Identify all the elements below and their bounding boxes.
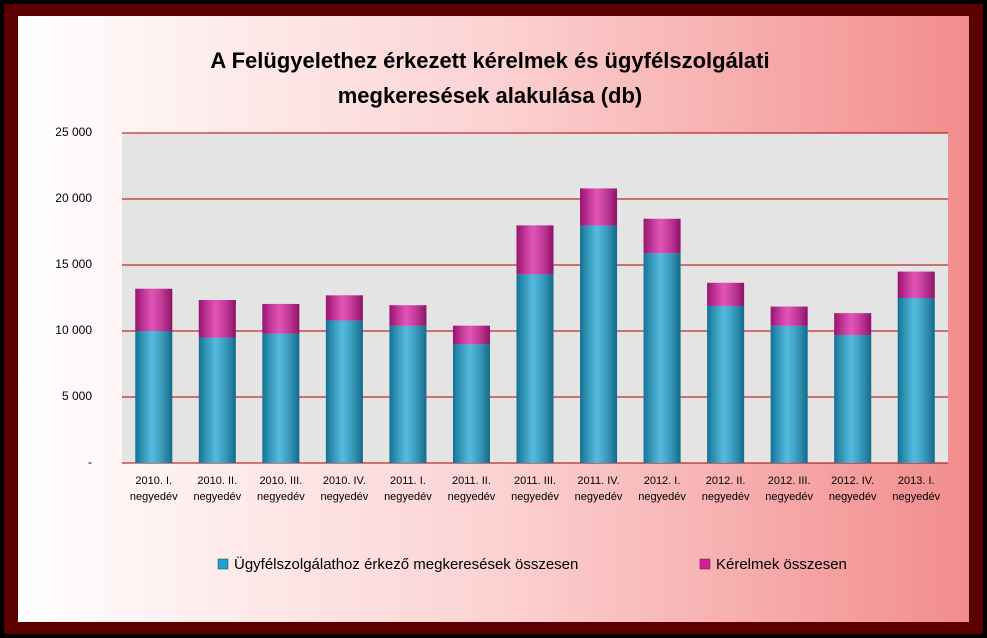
bar-shine	[707, 282, 745, 306]
x-tick-label: 2012. II. negyedév	[701, 475, 750, 503]
bar-shine	[834, 334, 872, 463]
legend-swatch	[217, 558, 229, 570]
x-tick-label: 2010. IV. negyedév	[320, 475, 369, 503]
bar-shine	[516, 274, 554, 463]
y-tick-label: 5 000	[62, 389, 92, 403]
bar-shine	[452, 344, 490, 463]
x-tick-label: 2010. I. negyedév	[129, 475, 178, 503]
y-tick-label: -	[88, 455, 92, 469]
bar-shine	[643, 253, 681, 463]
bar-shine	[389, 305, 427, 326]
bar-shine	[897, 271, 935, 298]
bar-shine	[516, 225, 554, 275]
x-tick-label: 2012. III. negyedév	[765, 475, 813, 503]
bar-shine	[262, 333, 300, 463]
bar-shine	[580, 188, 618, 226]
y-tick-label: 20 000	[55, 191, 92, 205]
legend-swatch	[699, 558, 711, 570]
bar-shine	[389, 325, 427, 463]
bar-shine	[452, 325, 490, 345]
x-tick-label: 2012. IV. negyedév	[828, 475, 877, 503]
x-tick-label: 2010. II. negyedév	[193, 475, 242, 503]
bar-shine	[325, 320, 363, 463]
chart-title: A Felügyelethez érkezett kérelmek és ügy…	[210, 48, 769, 108]
legend-label: Kérelmek összesen	[716, 556, 847, 573]
bar-shine	[770, 306, 808, 326]
x-tick-label: 2011. II. negyedév	[447, 475, 496, 503]
bar-shine	[135, 331, 173, 463]
legend-label: Ügyfélszolgálathoz érkező megkeresések ö…	[234, 555, 578, 573]
bar-shine	[198, 337, 236, 463]
bar-shine	[770, 325, 808, 463]
bar-shine	[325, 295, 363, 321]
x-tick-label: 2013. I. negyedév	[892, 475, 941, 503]
bar-shine	[834, 313, 872, 335]
bar-shine	[135, 288, 173, 331]
x-tick-label: 2011. IV. negyedév	[574, 475, 623, 503]
y-tick-label: 25 000	[55, 125, 92, 139]
x-tick-label: 2011. I. negyedév	[384, 475, 432, 503]
y-tick-label: 15 000	[55, 257, 92, 271]
bar-shine	[707, 305, 745, 463]
bar-shine	[580, 225, 618, 463]
bar-shine	[643, 218, 681, 254]
bar-shine	[198, 299, 236, 338]
bar-shine	[262, 303, 300, 334]
x-tick-label: 2012. I. negyedév	[638, 475, 686, 503]
bar-shine	[897, 298, 935, 463]
x-tick-label: 2011. III. negyedév	[511, 475, 559, 503]
y-tick-label: 10 000	[55, 323, 92, 337]
x-tick-label: 2010. III. negyedév	[256, 475, 305, 503]
